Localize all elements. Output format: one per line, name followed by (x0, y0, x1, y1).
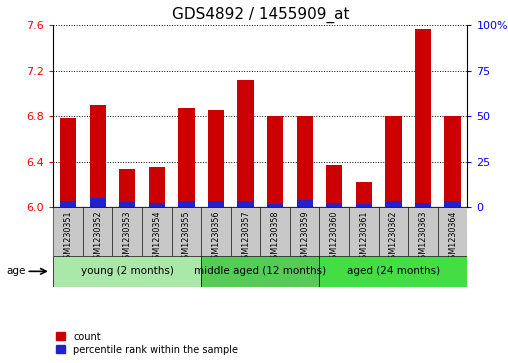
Bar (89, 105, 106, 207)
Bar (415, 203, 431, 207)
Bar (320, 207, 349, 256)
Bar (201, 256, 320, 287)
Bar (385, 116, 401, 207)
Bar (290, 207, 320, 256)
Text: GSM1230362: GSM1230362 (389, 211, 398, 264)
Bar (261, 207, 290, 256)
Bar (320, 256, 467, 287)
Bar (444, 116, 461, 207)
Text: GSM1230351: GSM1230351 (64, 211, 73, 264)
Bar (267, 204, 283, 207)
Text: GSM1230359: GSM1230359 (300, 211, 309, 265)
Bar (119, 202, 136, 207)
Bar (415, 29, 431, 207)
Bar (267, 116, 283, 207)
Bar (112, 207, 142, 256)
Bar (201, 207, 231, 256)
Bar (356, 182, 372, 207)
Bar (53, 256, 201, 287)
Legend: count, percentile rank within the sample: count, percentile rank within the sample (56, 331, 238, 355)
Bar (297, 116, 313, 207)
Text: GSM1230358: GSM1230358 (271, 211, 279, 264)
Bar (237, 201, 253, 207)
Bar (408, 207, 438, 256)
Text: GSM1230352: GSM1230352 (93, 211, 102, 265)
Bar (83, 207, 112, 256)
Text: GSM1230360: GSM1230360 (330, 211, 339, 264)
Text: GSM1230355: GSM1230355 (182, 211, 191, 265)
Text: middle aged (12 months): middle aged (12 months) (194, 266, 327, 276)
Text: GSM1230354: GSM1230354 (152, 211, 162, 264)
Bar (326, 203, 342, 207)
Bar (60, 201, 76, 207)
Text: GSM1230361: GSM1230361 (359, 211, 368, 264)
Title: GDS4892 / 1455909_at: GDS4892 / 1455909_at (172, 7, 349, 23)
Text: young (2 months): young (2 months) (81, 266, 174, 276)
Text: age: age (6, 266, 25, 276)
Bar (89, 199, 106, 207)
Bar (326, 165, 342, 207)
Bar (53, 207, 83, 256)
Bar (385, 201, 401, 207)
Bar (297, 200, 313, 207)
Bar (172, 207, 201, 256)
Bar (178, 201, 195, 207)
Bar (444, 201, 461, 207)
Bar (149, 167, 165, 207)
Bar (237, 80, 253, 207)
Bar (119, 170, 136, 207)
Bar (149, 203, 165, 207)
Bar (356, 204, 372, 207)
Text: GSM1230364: GSM1230364 (448, 211, 457, 264)
Text: GSM1230357: GSM1230357 (241, 211, 250, 265)
Text: GSM1230363: GSM1230363 (419, 211, 428, 264)
Bar (208, 110, 224, 207)
Bar (142, 207, 172, 256)
Bar (231, 207, 261, 256)
Bar (438, 207, 467, 256)
Text: GSM1230356: GSM1230356 (211, 211, 220, 264)
Bar (178, 108, 195, 207)
Text: aged (24 months): aged (24 months) (347, 266, 440, 276)
Bar (208, 201, 224, 207)
Bar (378, 207, 408, 256)
Bar (60, 118, 76, 207)
Text: GSM1230353: GSM1230353 (123, 211, 132, 264)
Bar (349, 207, 378, 256)
